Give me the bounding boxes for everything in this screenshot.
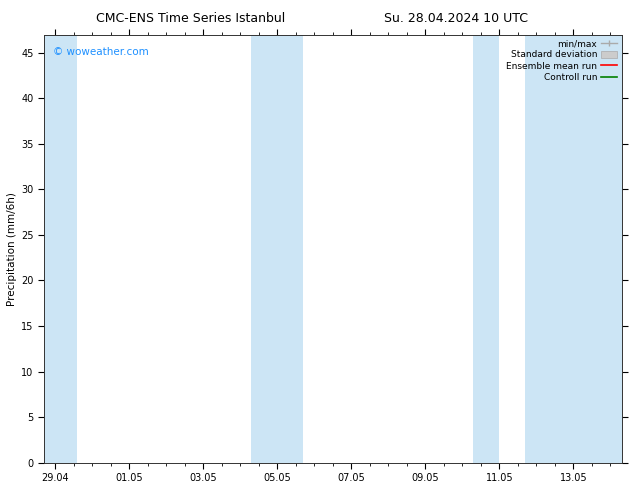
Bar — [251, 35, 303, 463]
Bar — [525, 35, 621, 463]
Y-axis label: Precipitation (mm/6h): Precipitation (mm/6h) — [7, 192, 17, 306]
Bar — [474, 35, 500, 463]
Text: © woweather.com: © woweather.com — [53, 48, 148, 57]
Bar — [44, 35, 77, 463]
Legend: min/max, Standard deviation, Ensemble mean run, Controll run: min/max, Standard deviation, Ensemble me… — [504, 37, 619, 84]
Text: Su. 28.04.2024 10 UTC: Su. 28.04.2024 10 UTC — [384, 12, 529, 25]
Text: CMC-ENS Time Series Istanbul: CMC-ENS Time Series Istanbul — [96, 12, 285, 25]
